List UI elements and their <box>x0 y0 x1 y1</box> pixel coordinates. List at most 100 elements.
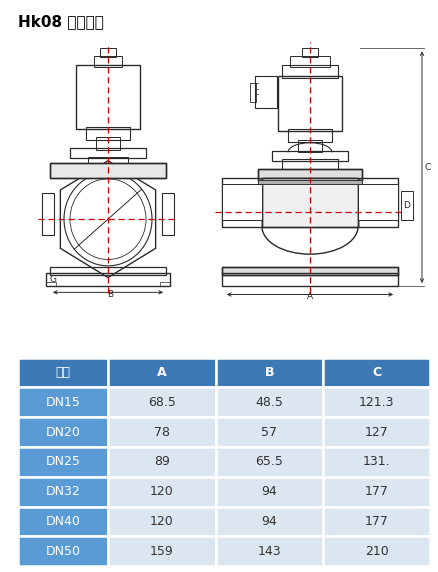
Text: DN20: DN20 <box>46 426 80 439</box>
Text: 48.5: 48.5 <box>255 396 283 409</box>
Text: 57: 57 <box>261 426 277 439</box>
Bar <box>263 178 355 194</box>
Text: 65.5: 65.5 <box>255 455 283 468</box>
Text: Hk08 螺纹连接: Hk08 螺纹连接 <box>18 14 103 29</box>
Bar <box>42 193 54 235</box>
Bar <box>322 447 429 477</box>
Bar <box>215 477 322 507</box>
Bar <box>46 282 56 286</box>
Bar <box>215 537 322 566</box>
Text: 177: 177 <box>364 485 388 498</box>
Bar <box>108 358 215 387</box>
Text: DN32: DN32 <box>46 485 80 498</box>
Bar <box>215 387 322 417</box>
Bar <box>50 163 166 178</box>
Text: 89: 89 <box>154 455 170 468</box>
Bar <box>108 507 215 537</box>
Bar <box>96 137 120 150</box>
Bar <box>222 184 261 220</box>
Bar <box>322 358 429 387</box>
Text: DN50: DN50 <box>46 545 80 558</box>
Bar <box>108 387 215 417</box>
Bar <box>258 169 361 180</box>
Text: C: C <box>371 366 380 379</box>
Text: 177: 177 <box>364 515 388 528</box>
Bar <box>357 184 397 220</box>
Bar <box>263 178 355 194</box>
Bar <box>159 282 170 286</box>
Bar <box>108 537 215 566</box>
Bar <box>162 193 173 235</box>
Bar <box>222 184 261 220</box>
Text: G: G <box>49 275 57 284</box>
Bar <box>322 417 429 447</box>
Text: B: B <box>264 366 273 379</box>
Text: B: B <box>107 290 113 299</box>
Text: 78: 78 <box>154 426 170 439</box>
Bar <box>215 507 322 537</box>
Bar <box>281 158 337 172</box>
Bar <box>215 358 322 387</box>
Text: 127: 127 <box>364 426 388 439</box>
Text: 131.: 131. <box>362 455 389 468</box>
Bar <box>18 417 108 447</box>
Bar <box>222 267 397 275</box>
Bar <box>281 65 337 78</box>
Bar <box>108 417 215 447</box>
Text: 120: 120 <box>150 485 173 498</box>
Text: 120: 120 <box>150 515 173 528</box>
Text: D: D <box>402 201 409 210</box>
Bar <box>272 151 347 161</box>
Bar <box>86 127 130 140</box>
Text: 阀体: 阀体 <box>55 366 70 379</box>
Bar <box>400 190 412 220</box>
Bar <box>50 267 166 275</box>
Bar <box>108 477 215 507</box>
Text: 121.3: 121.3 <box>358 396 393 409</box>
Text: 94: 94 <box>261 515 276 528</box>
Text: A: A <box>306 292 312 301</box>
Text: DN40: DN40 <box>46 515 80 528</box>
Bar <box>215 417 322 447</box>
Bar <box>258 169 361 180</box>
Bar <box>222 267 397 275</box>
Bar <box>322 507 429 537</box>
Bar <box>18 358 108 387</box>
Bar <box>18 477 108 507</box>
Text: DN25: DN25 <box>46 455 80 468</box>
Bar <box>94 56 122 67</box>
Bar <box>18 537 108 566</box>
Text: DN15: DN15 <box>46 396 80 409</box>
Bar <box>50 163 166 178</box>
Bar <box>258 180 361 184</box>
Bar <box>290 56 329 67</box>
Bar <box>258 180 361 184</box>
Bar <box>222 273 397 286</box>
Bar <box>88 157 128 167</box>
Bar <box>222 178 261 227</box>
Bar <box>249 84 255 102</box>
Bar <box>322 387 429 417</box>
Bar <box>70 148 146 158</box>
Bar <box>357 184 397 220</box>
Text: 94: 94 <box>261 485 276 498</box>
Bar <box>100 49 116 57</box>
Bar <box>18 507 108 537</box>
Bar <box>357 178 397 227</box>
Bar <box>301 49 317 57</box>
Bar <box>108 447 215 477</box>
Bar <box>56 165 159 174</box>
Bar <box>254 76 276 108</box>
Bar <box>261 178 357 227</box>
Bar <box>322 537 429 566</box>
Bar <box>76 65 140 129</box>
Bar <box>322 477 429 507</box>
Text: 68.5: 68.5 <box>148 396 176 409</box>
Text: 159: 159 <box>150 545 173 558</box>
Text: C: C <box>424 162 430 172</box>
Text: 210: 210 <box>364 545 388 558</box>
Bar <box>18 387 108 417</box>
Bar <box>18 447 108 477</box>
Bar <box>297 140 321 152</box>
Bar <box>261 178 357 227</box>
